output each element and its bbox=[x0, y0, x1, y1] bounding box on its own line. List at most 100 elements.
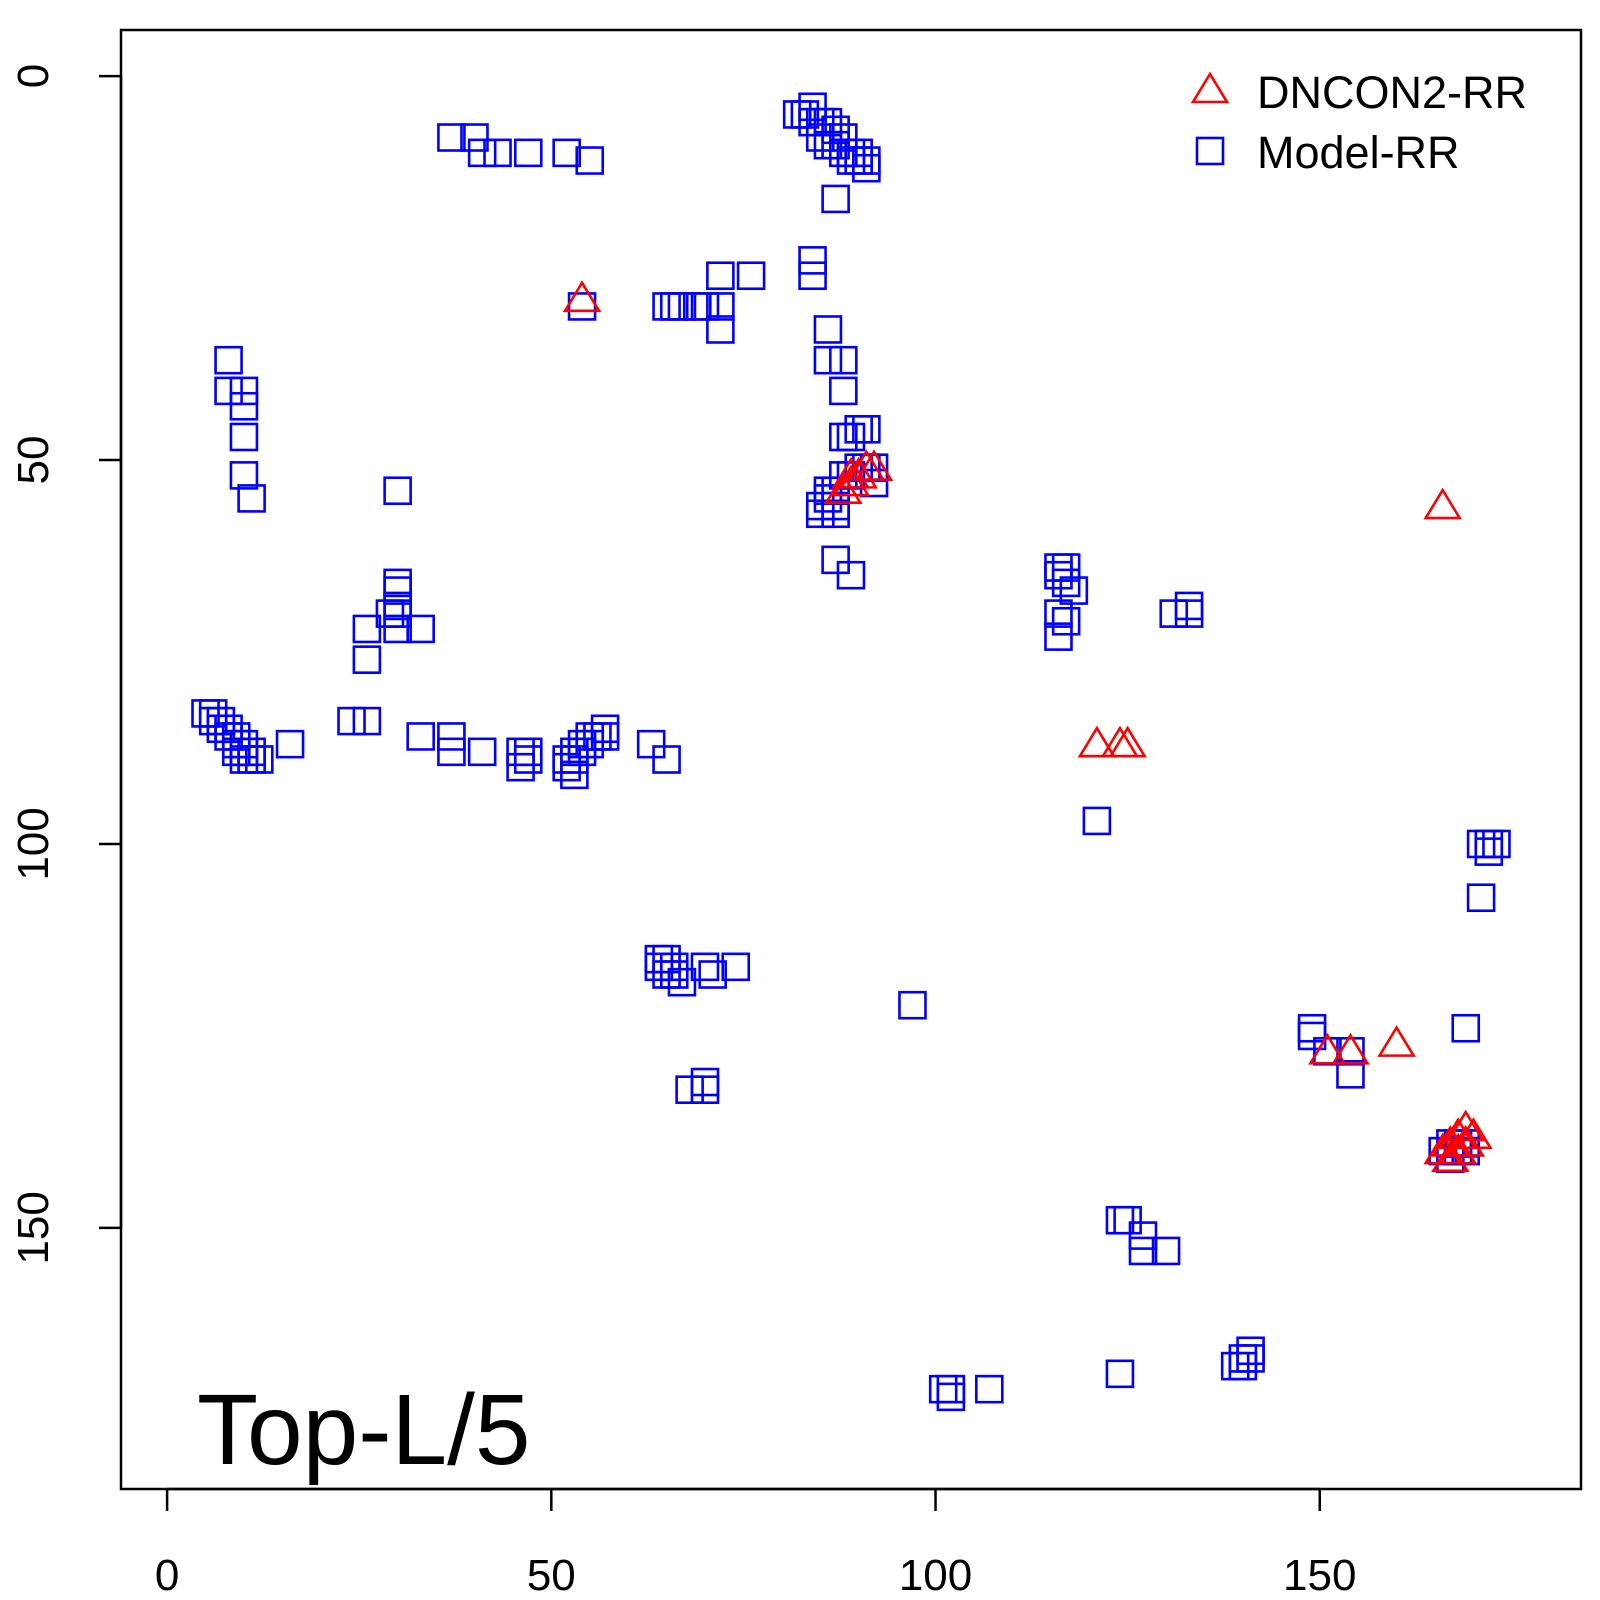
data-point-square bbox=[1051, 568, 1081, 598]
data-point-triangle bbox=[831, 464, 871, 497]
legend-label: Model-RR bbox=[1257, 127, 1460, 178]
data-point-square bbox=[829, 376, 858, 406]
data-point-square bbox=[575, 729, 605, 759]
data-point-square bbox=[352, 614, 382, 644]
data-point-square bbox=[437, 722, 466, 751]
x-tick-label: 0 bbox=[155, 1551, 179, 1600]
data-point-triangle bbox=[1446, 1109, 1486, 1142]
y-tick-label: 100 bbox=[9, 807, 58, 880]
data-point-square bbox=[652, 745, 681, 774]
data-point-square bbox=[552, 138, 581, 168]
data-point-square bbox=[483, 138, 512, 168]
data-point-square bbox=[467, 737, 497, 767]
data-point-square bbox=[821, 499, 850, 529]
legend-label: DNCON2-RR bbox=[1257, 67, 1527, 118]
data-point-square bbox=[821, 115, 850, 145]
data-point-square bbox=[690, 952, 720, 982]
data-point-square bbox=[805, 499, 835, 529]
data-point-triangle bbox=[1438, 1132, 1478, 1165]
data-point-square bbox=[813, 345, 843, 375]
data-point-square bbox=[1174, 591, 1204, 621]
data-point-square bbox=[1482, 829, 1511, 859]
data-point-square bbox=[1220, 1351, 1250, 1381]
data-point-square bbox=[652, 960, 681, 989]
data-point-square bbox=[706, 292, 735, 321]
data-point-square bbox=[383, 476, 412, 506]
x-tick-label: 150 bbox=[1283, 1551, 1356, 1600]
data-point-triangle bbox=[1377, 1025, 1416, 1057]
data-point-square bbox=[437, 737, 466, 767]
y-tick-label: 150 bbox=[9, 1191, 58, 1264]
data-point-square bbox=[1151, 1236, 1181, 1266]
data-point-triangle bbox=[824, 472, 863, 505]
data-point-square bbox=[898, 990, 927, 1020]
data-point-square bbox=[506, 752, 535, 782]
data-point-square bbox=[790, 100, 820, 129]
data-point-square bbox=[467, 138, 497, 168]
data-point-square bbox=[659, 952, 689, 982]
data-point-square bbox=[829, 123, 858, 152]
data-point-square bbox=[1236, 1344, 1265, 1373]
data-point-square bbox=[506, 737, 535, 767]
legend-marker-square bbox=[1195, 136, 1225, 166]
data-point-square bbox=[1044, 599, 1073, 628]
data-point-square bbox=[844, 415, 873, 444]
data-point-square bbox=[736, 261, 766, 291]
data-point-square bbox=[1113, 1205, 1142, 1235]
data-point-square bbox=[406, 614, 435, 644]
data-point-square bbox=[237, 484, 266, 513]
data-point-triangle bbox=[1331, 1032, 1370, 1065]
data-point-square bbox=[798, 246, 827, 275]
data-point-square bbox=[406, 722, 435, 751]
data-point-triangle bbox=[1308, 1032, 1347, 1065]
data-point-square bbox=[813, 315, 843, 344]
data-point-square bbox=[936, 1374, 966, 1404]
data-point-triangle bbox=[1077, 725, 1117, 758]
data-point-square bbox=[437, 123, 466, 152]
data-point-square bbox=[975, 1374, 1004, 1404]
data-point-square bbox=[229, 391, 259, 421]
data-point-square bbox=[1336, 1060, 1365, 1089]
y-tick-label: 0 bbox=[9, 64, 58, 88]
data-point-square bbox=[852, 153, 881, 183]
data-point-square bbox=[229, 376, 259, 406]
data-point-square bbox=[698, 960, 727, 989]
data-point-square bbox=[352, 645, 382, 674]
data-point-square bbox=[1082, 806, 1112, 836]
data-point-square bbox=[813, 484, 843, 513]
data-point-square bbox=[560, 745, 589, 774]
data-point-square bbox=[1474, 837, 1504, 866]
data-point-triangle bbox=[831, 456, 871, 489]
data-point-square bbox=[706, 315, 735, 344]
data-point-square bbox=[214, 376, 243, 406]
data-point-square bbox=[1228, 1351, 1258, 1381]
data-point-square bbox=[798, 92, 827, 122]
data-point-square bbox=[513, 138, 543, 168]
data-point-triangle bbox=[1431, 1140, 1470, 1173]
data-point-square bbox=[1174, 599, 1204, 628]
data-point-square bbox=[675, 1075, 704, 1104]
data-point-triangle bbox=[1446, 1124, 1486, 1157]
data-point-square bbox=[245, 745, 274, 774]
data-point-square bbox=[1297, 1021, 1327, 1051]
data-point-square bbox=[560, 760, 589, 790]
data-point-square bbox=[1044, 622, 1073, 651]
data-point-square bbox=[821, 184, 850, 214]
data-point-square bbox=[513, 737, 543, 767]
data-point-square bbox=[1051, 553, 1081, 582]
data-point-square bbox=[229, 422, 259, 452]
data-point-square bbox=[352, 706, 382, 736]
data-point-square bbox=[836, 422, 866, 452]
data-point-square bbox=[821, 545, 850, 575]
x-tick-label: 50 bbox=[527, 1551, 576, 1600]
data-point-square bbox=[1059, 576, 1089, 605]
data-point-square bbox=[1128, 1221, 1158, 1250]
data-point-triangle bbox=[1423, 487, 1462, 520]
data-point-square bbox=[1105, 1359, 1135, 1389]
data-point-square bbox=[636, 729, 666, 759]
data-point-square bbox=[798, 261, 827, 291]
data-point-square bbox=[1044, 560, 1073, 590]
data-point-square bbox=[383, 576, 412, 605]
